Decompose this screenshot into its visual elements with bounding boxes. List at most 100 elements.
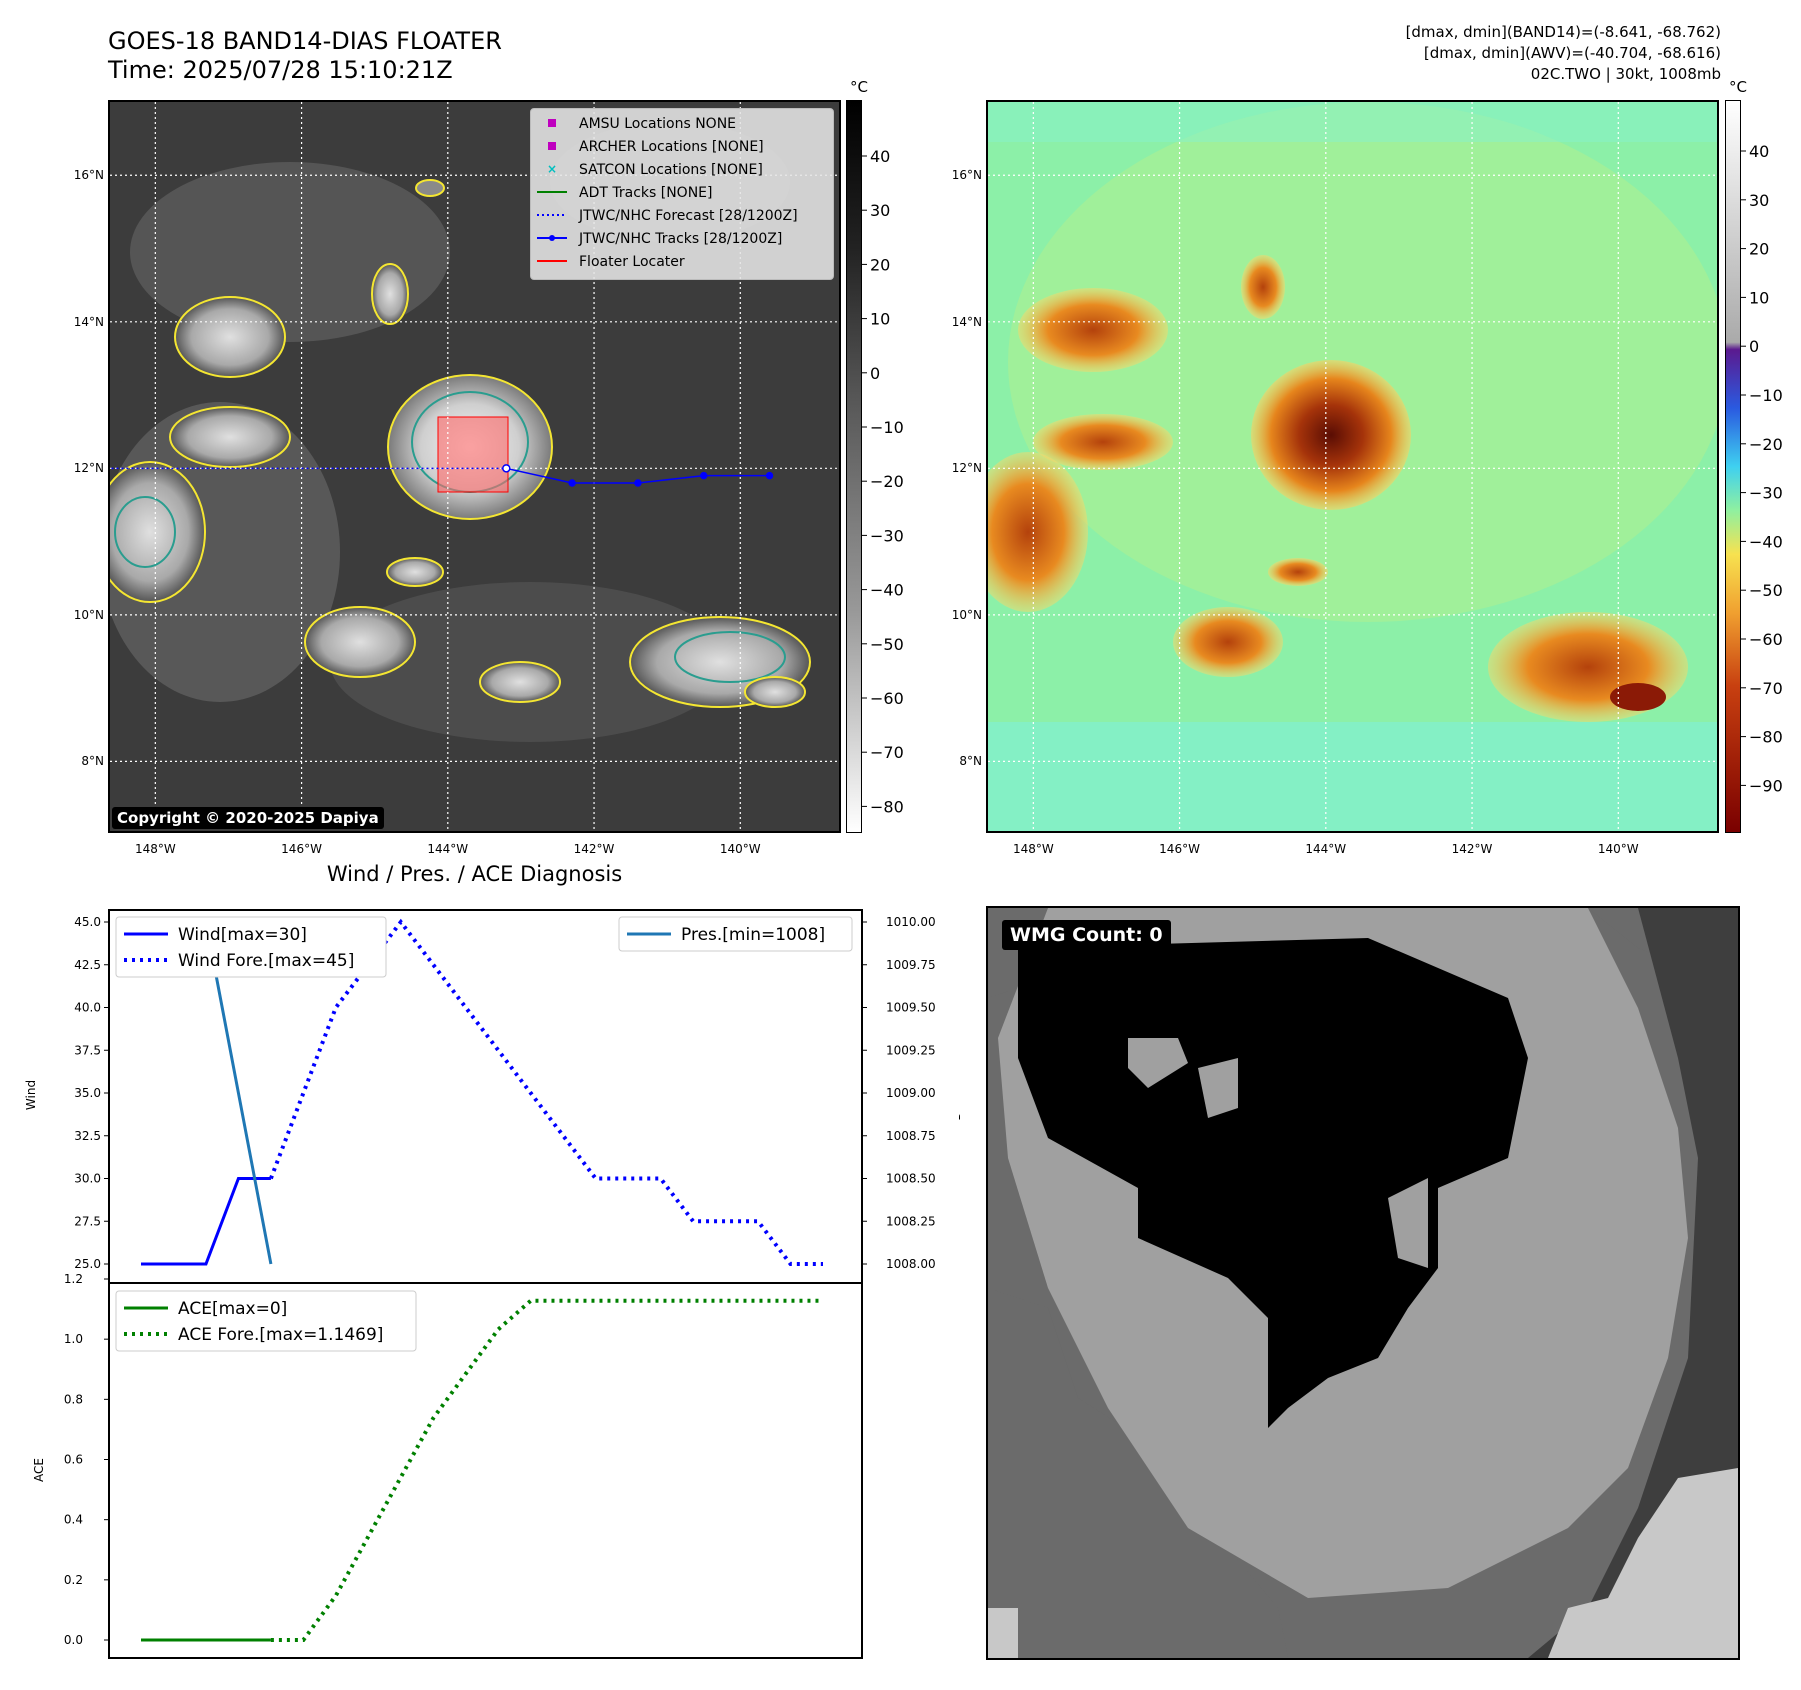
ace-legend-label: ACE[max=0]: [178, 1299, 287, 1319]
colorbar-tick-label: 10: [870, 310, 890, 329]
colorbar-tick-label: −30: [870, 526, 904, 545]
series-line: [141, 1177, 271, 1266]
ace-legend-box: [115, 1290, 417, 1352]
ace-axis-label: ACE: [32, 1458, 46, 1482]
legend-label: JTWC/NHC Tracks [28/1200Z]: [578, 231, 782, 247]
legend-label: ARCHER Locations [NONE]: [579, 139, 764, 155]
map-timestamp: Time: 2025/07/28 15:10:21Z: [108, 56, 453, 84]
colorbar-tick-label: 30: [870, 201, 890, 220]
legend-label: ADT Tracks [NONE]: [579, 185, 712, 201]
ace-axis-tick-label: 0.8: [64, 1392, 83, 1406]
wind-axis-label: Wind: [24, 1080, 38, 1110]
pressure-axis-tick-label: 1010.00: [886, 915, 936, 929]
wind-axis-tick-label: 45.0: [74, 915, 101, 929]
colorbar-tick-label: −20: [1749, 435, 1783, 454]
pressure-axis-tick-label: 1008.25: [886, 1214, 936, 1228]
ir-map-lat-label: 10°N: [73, 607, 104, 622]
colorbar-tick-label: 0: [870, 364, 880, 383]
awv-map: [988, 102, 1717, 831]
awv-map-lon-label: 148°W: [1012, 842, 1054, 856]
wind-axis-tick-label: 37.5: [74, 1043, 101, 1057]
colorbar-tick-label: −70: [870, 743, 904, 762]
map-title: GOES-18 BAND14-DIAS FLOATER: [108, 27, 502, 55]
pressure-axis-tick-label: 1009.25: [886, 1043, 936, 1057]
wind-axis-tick-label: 40.0: [74, 1001, 101, 1015]
wmg-map: [988, 908, 1738, 1658]
wmg-panel: WMG Count: 0: [986, 906, 1740, 1660]
legend-marker-square: [548, 119, 556, 127]
awv-map-panel: [986, 100, 1719, 833]
colorbar-tick-label: 30: [1749, 191, 1769, 210]
pressure-axis-tick-label: 1008.00: [886, 1257, 936, 1271]
track-point: [699, 471, 708, 480]
ace-axis-tick-label: 0.0: [64, 1633, 83, 1647]
colorbar-tick-label: −40: [870, 581, 904, 600]
awv-map-lon-label: 146°W: [1159, 842, 1200, 856]
chart-title: Wind / Pres. / ACE Diagnosis: [326, 862, 623, 886]
colorbar-left-unit: °C: [850, 78, 868, 96]
awv-map-lon-label: 140°W: [1597, 842, 1639, 856]
colorbar-tick-label: 10: [1749, 288, 1769, 307]
colorbar-tick-label: −50: [1749, 581, 1783, 600]
series-line: [270, 1298, 823, 1642]
wind-axis-tick-label: 35.0: [74, 1086, 101, 1100]
ir-map-lon-label: 140°W: [719, 842, 761, 856]
pressure-axis-tick-label: 1008.50: [886, 1172, 936, 1186]
awv-convection: [988, 255, 1688, 722]
colorbar-right: [1725, 100, 1741, 833]
diagnosis-chart: 45.0 42.5 40.0 37.5 35.0 32.5 30.0 27.5 25.0 1010…: [24, 909, 960, 1659]
wind-legend-box: [115, 916, 387, 978]
pressure-legend-box: [618, 916, 853, 952]
ir-map-lon-label: 148°W: [134, 842, 176, 856]
ir-map-lat-label: 12°N: [73, 461, 104, 476]
ir-map-lon-label: 144°W: [427, 842, 469, 856]
colorbar-tick-label: 20: [870, 255, 890, 274]
colorbar-tick-label: −60: [870, 689, 904, 708]
legend-label: Floater Locater: [579, 254, 685, 270]
track-point: [502, 464, 511, 473]
pressure-axis-tick-label: 1009.75: [886, 958, 936, 972]
map-legend: AMSU Locations NONE ARCHER Locations [NON…: [530, 108, 834, 280]
series-line: [269, 918, 823, 1266]
wind-axis-tick-label: 27.5: [74, 1214, 101, 1228]
awv-map-lat-label: 8°N: [959, 754, 982, 769]
stats-awv: [dmax, dmin](AWV)=(-40.704, -68.616): [1423, 44, 1721, 62]
pressure-axis-tick-label: 1009.50: [886, 1001, 936, 1015]
legend-label: JTWC/NHC Forecast [28/1200Z]: [578, 208, 798, 224]
ace-axis-tick-label: 0.6: [64, 1453, 83, 1467]
colorbar-tick-label: −60: [1749, 630, 1783, 649]
legend-label: AMSU Locations NONE: [579, 116, 736, 132]
awv-map-lon-label: 144°W: [1305, 842, 1347, 856]
stats-band14: [dmax, dmin](BAND14)=(-8.641, -68.762): [1405, 23, 1721, 41]
colorbar-tick-label: −90: [1749, 776, 1783, 795]
ace-axis-tick-label: 0.2: [64, 1573, 83, 1587]
legend-marker-dot: [549, 235, 555, 241]
wind-legend-label: Wind[max=30]: [178, 925, 307, 945]
ir-map-lon-label: 146°W: [281, 842, 322, 856]
wind-axis-tick-label: 30.0: [74, 1172, 101, 1186]
legend-marker-square: [548, 142, 556, 150]
floater-locater-box: [437, 416, 509, 493]
legend-marker-x: ×: [547, 162, 557, 176]
colorbar-tick-label: 40: [1749, 142, 1769, 161]
pressure-legend-label: Pres.[min=1008]: [681, 925, 825, 945]
awv-map-lat-label: 10°N: [951, 607, 982, 622]
colorbar-tick-label: 40: [870, 147, 890, 166]
colorbar-right-unit: °C: [1729, 78, 1747, 96]
wind-axis-tick-label: 42.5: [74, 958, 101, 972]
copyright-badge: Copyright © 2020-2025 Dapiya: [112, 807, 384, 829]
colorbar-tick-label: −70: [1749, 679, 1783, 698]
colorbar-tick-label: −10: [1749, 386, 1783, 405]
wind-axis-tick-label: 25.0: [74, 1257, 101, 1271]
awv-map-lon-label: 142°W: [1451, 842, 1493, 856]
colorbar-tick-label: −10: [870, 418, 904, 437]
colorbar-tick-label: −80: [870, 797, 904, 816]
colorbar-tick-label: −40: [1749, 532, 1783, 551]
colorbar-tick-label: −80: [1749, 728, 1783, 747]
pressure-axis-tick-label: 1008.75: [886, 1129, 936, 1143]
colorbar-tick-label: −50: [870, 635, 904, 654]
track-point: [568, 479, 576, 487]
legend-label: SATCON Locations [NONE]: [579, 162, 763, 178]
ace-axis-tick-label: 1.2: [64, 1272, 83, 1286]
wmg-count-label: WMG Count: 0: [1002, 920, 1171, 950]
